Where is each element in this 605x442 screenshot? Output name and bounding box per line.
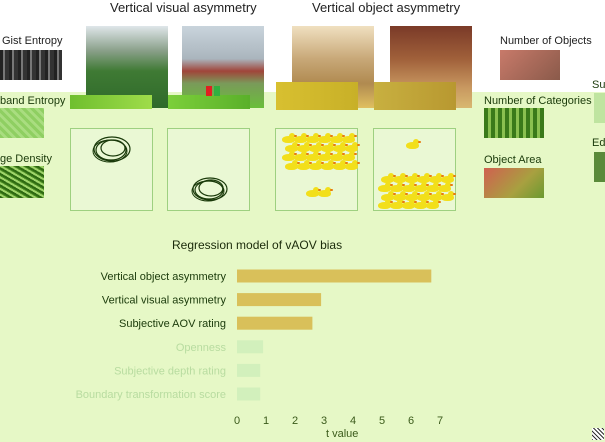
x-tick-label: 4 <box>350 415 356 427</box>
x-axis-label: t value <box>326 428 359 440</box>
corner-grip-icon <box>592 428 604 440</box>
x-tick-label: 0 <box>234 415 240 427</box>
duck-panel-upper <box>275 128 360 211</box>
duck-icon <box>438 182 453 192</box>
label-number-of-objects: Number of Objects <box>500 35 592 47</box>
x-tick-label: 6 <box>408 415 414 427</box>
bar-subjective-aov-rating <box>237 316 313 330</box>
gist-entropy-thumbnail <box>0 50 62 80</box>
library-photo-overlay <box>374 82 456 110</box>
chart-title: Regression model of vAOV bias <box>172 238 343 252</box>
x-tick-label: 7 <box>437 415 443 427</box>
heading-vertical-object-asymmetry: Vertical object asymmetry <box>312 0 461 15</box>
far-right-thumbnail-top <box>594 93 605 123</box>
label-object-area: Object Area <box>484 154 542 166</box>
barn-photo-overlay <box>168 95 250 109</box>
bar-boundary-transformation-score <box>237 387 261 401</box>
far-right-thumbnail-bottom <box>594 152 605 182</box>
bar-vertical-visual-asymmetry <box>237 293 322 307</box>
green-marker-icon <box>214 86 220 96</box>
bar-subjective-depth-rating <box>237 363 261 377</box>
duck-panel-lower <box>373 128 456 211</box>
stadium-photo-thumbnail <box>86 26 168 108</box>
scribble-panel-lower <box>167 128 250 211</box>
stadium-photo-overlay <box>70 95 152 109</box>
duck-icon <box>345 160 360 170</box>
bar-vertical-object-asymmetry <box>237 269 432 283</box>
gym-photo-overlay <box>276 82 358 110</box>
number-of-objects-thumbnail <box>500 50 560 80</box>
heading-vertical-visual-asymmetry: Vertical visual asymmetry <box>110 0 257 15</box>
label-far-right-bottom: Ed <box>592 137 605 149</box>
x-tick-label: 2 <box>292 415 298 427</box>
category-label: Subjective depth rating <box>114 365 226 377</box>
barn-photo-thumbnail <box>182 26 264 108</box>
scribble-panel-upper <box>70 128 153 211</box>
duck-icon <box>441 173 456 183</box>
duck-icon <box>406 139 421 149</box>
number-of-categories-thumbnail <box>484 108 544 138</box>
scribble-drawing-upper <box>92 136 131 163</box>
subband-entropy-thumbnail <box>0 108 44 138</box>
label-number-of-categories: Number of Categories <box>484 95 592 107</box>
duck-icon <box>345 142 360 152</box>
category-label: Vertical object asymmetry <box>101 271 227 283</box>
label-subband-entropy: band Entropy <box>0 95 66 107</box>
category-label: Vertical visual asymmetry <box>102 295 227 307</box>
category-label: Boundary transformation score <box>76 389 226 401</box>
label-edge-density: ge Density <box>0 153 52 165</box>
duck-icon <box>342 151 357 161</box>
category-label: Subjective AOV rating <box>119 318 226 330</box>
duck-icon <box>426 199 441 209</box>
category-label: Openness <box>176 342 227 354</box>
red-marker-icon <box>206 86 212 96</box>
label-gist-entropy: Gist Entropy <box>2 35 63 47</box>
bar-openness <box>237 340 264 354</box>
x-tick-label: 5 <box>379 415 385 427</box>
x-tick-label: 3 <box>321 415 327 427</box>
scribble-drawing-lower <box>191 177 228 202</box>
object-area-thumbnail <box>484 168 544 198</box>
x-tick-label: 1 <box>263 415 269 427</box>
edge-density-thumbnail <box>0 166 44 198</box>
label-far-right-top: Su <box>592 79 605 91</box>
duck-icon <box>342 133 357 143</box>
duck-icon <box>441 191 456 201</box>
duck-icon <box>318 187 333 197</box>
